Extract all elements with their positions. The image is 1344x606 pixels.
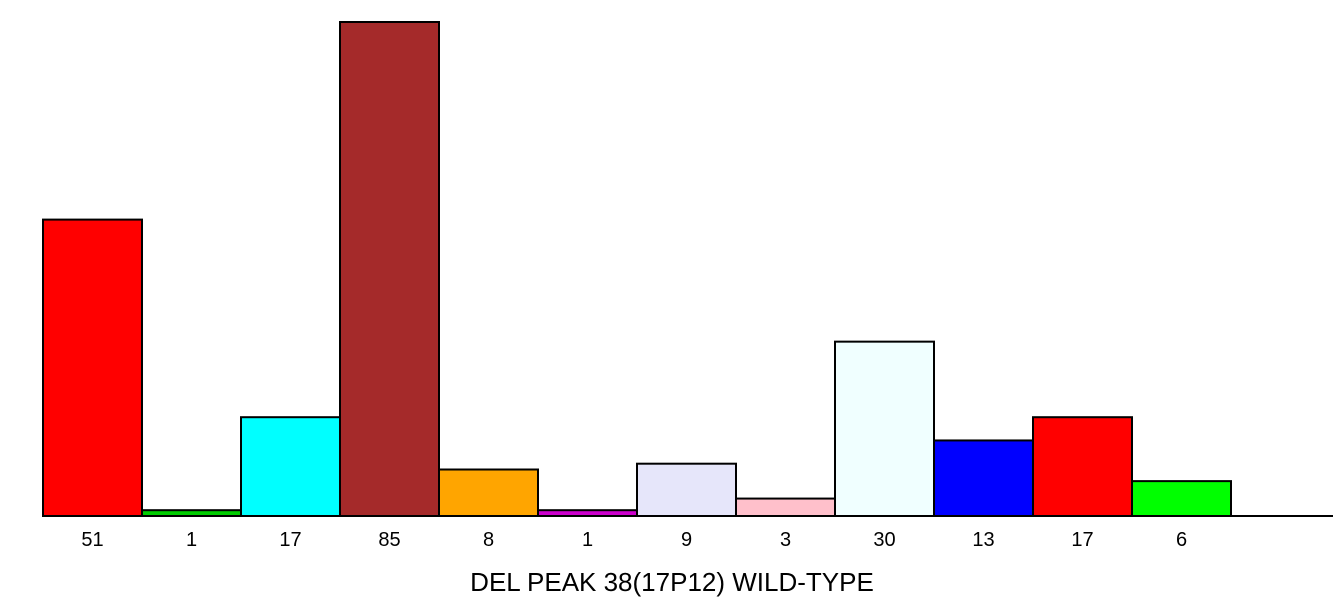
bar-10 — [933, 439, 1034, 517]
tick-label-7: 9 — [681, 529, 692, 551]
tick-label-5: 8 — [483, 529, 494, 551]
bars-group — [42, 21, 1232, 518]
bar-9 — [834, 340, 935, 517]
tick-label-10: 13 — [972, 529, 994, 551]
tick-label-3: 17 — [279, 529, 301, 551]
bar-4 — [339, 21, 440, 517]
tick-label-11: 17 — [1071, 529, 1093, 551]
bar-11 — [1032, 416, 1133, 518]
tick-label-12: 6 — [1176, 529, 1187, 551]
bar-8 — [735, 497, 836, 517]
bar-12 — [1131, 480, 1232, 518]
tick-label-1: 51 — [81, 529, 103, 551]
tick-label-6: 1 — [582, 529, 593, 551]
x-axis-title: DEL PEAK 38(17P12) WILD-TYPE — [470, 567, 874, 597]
tick-label-9: 30 — [873, 529, 895, 551]
bar-3 — [240, 416, 341, 518]
tick-label-2: 1 — [186, 529, 197, 551]
tick-labels-group: 51 1 17 85 8 1 9 3 30 13 17 6 — [81, 529, 1187, 551]
tick-label-8: 3 — [780, 529, 791, 551]
bar-1 — [42, 218, 143, 517]
tick-label-4: 85 — [378, 529, 400, 551]
bar-7 — [636, 462, 737, 518]
bar-5 — [438, 468, 539, 518]
